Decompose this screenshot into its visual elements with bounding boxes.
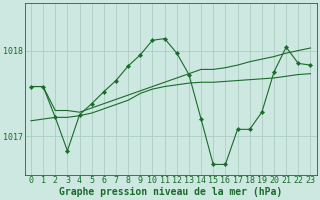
X-axis label: Graphe pression niveau de la mer (hPa): Graphe pression niveau de la mer (hPa) [59, 186, 282, 197]
